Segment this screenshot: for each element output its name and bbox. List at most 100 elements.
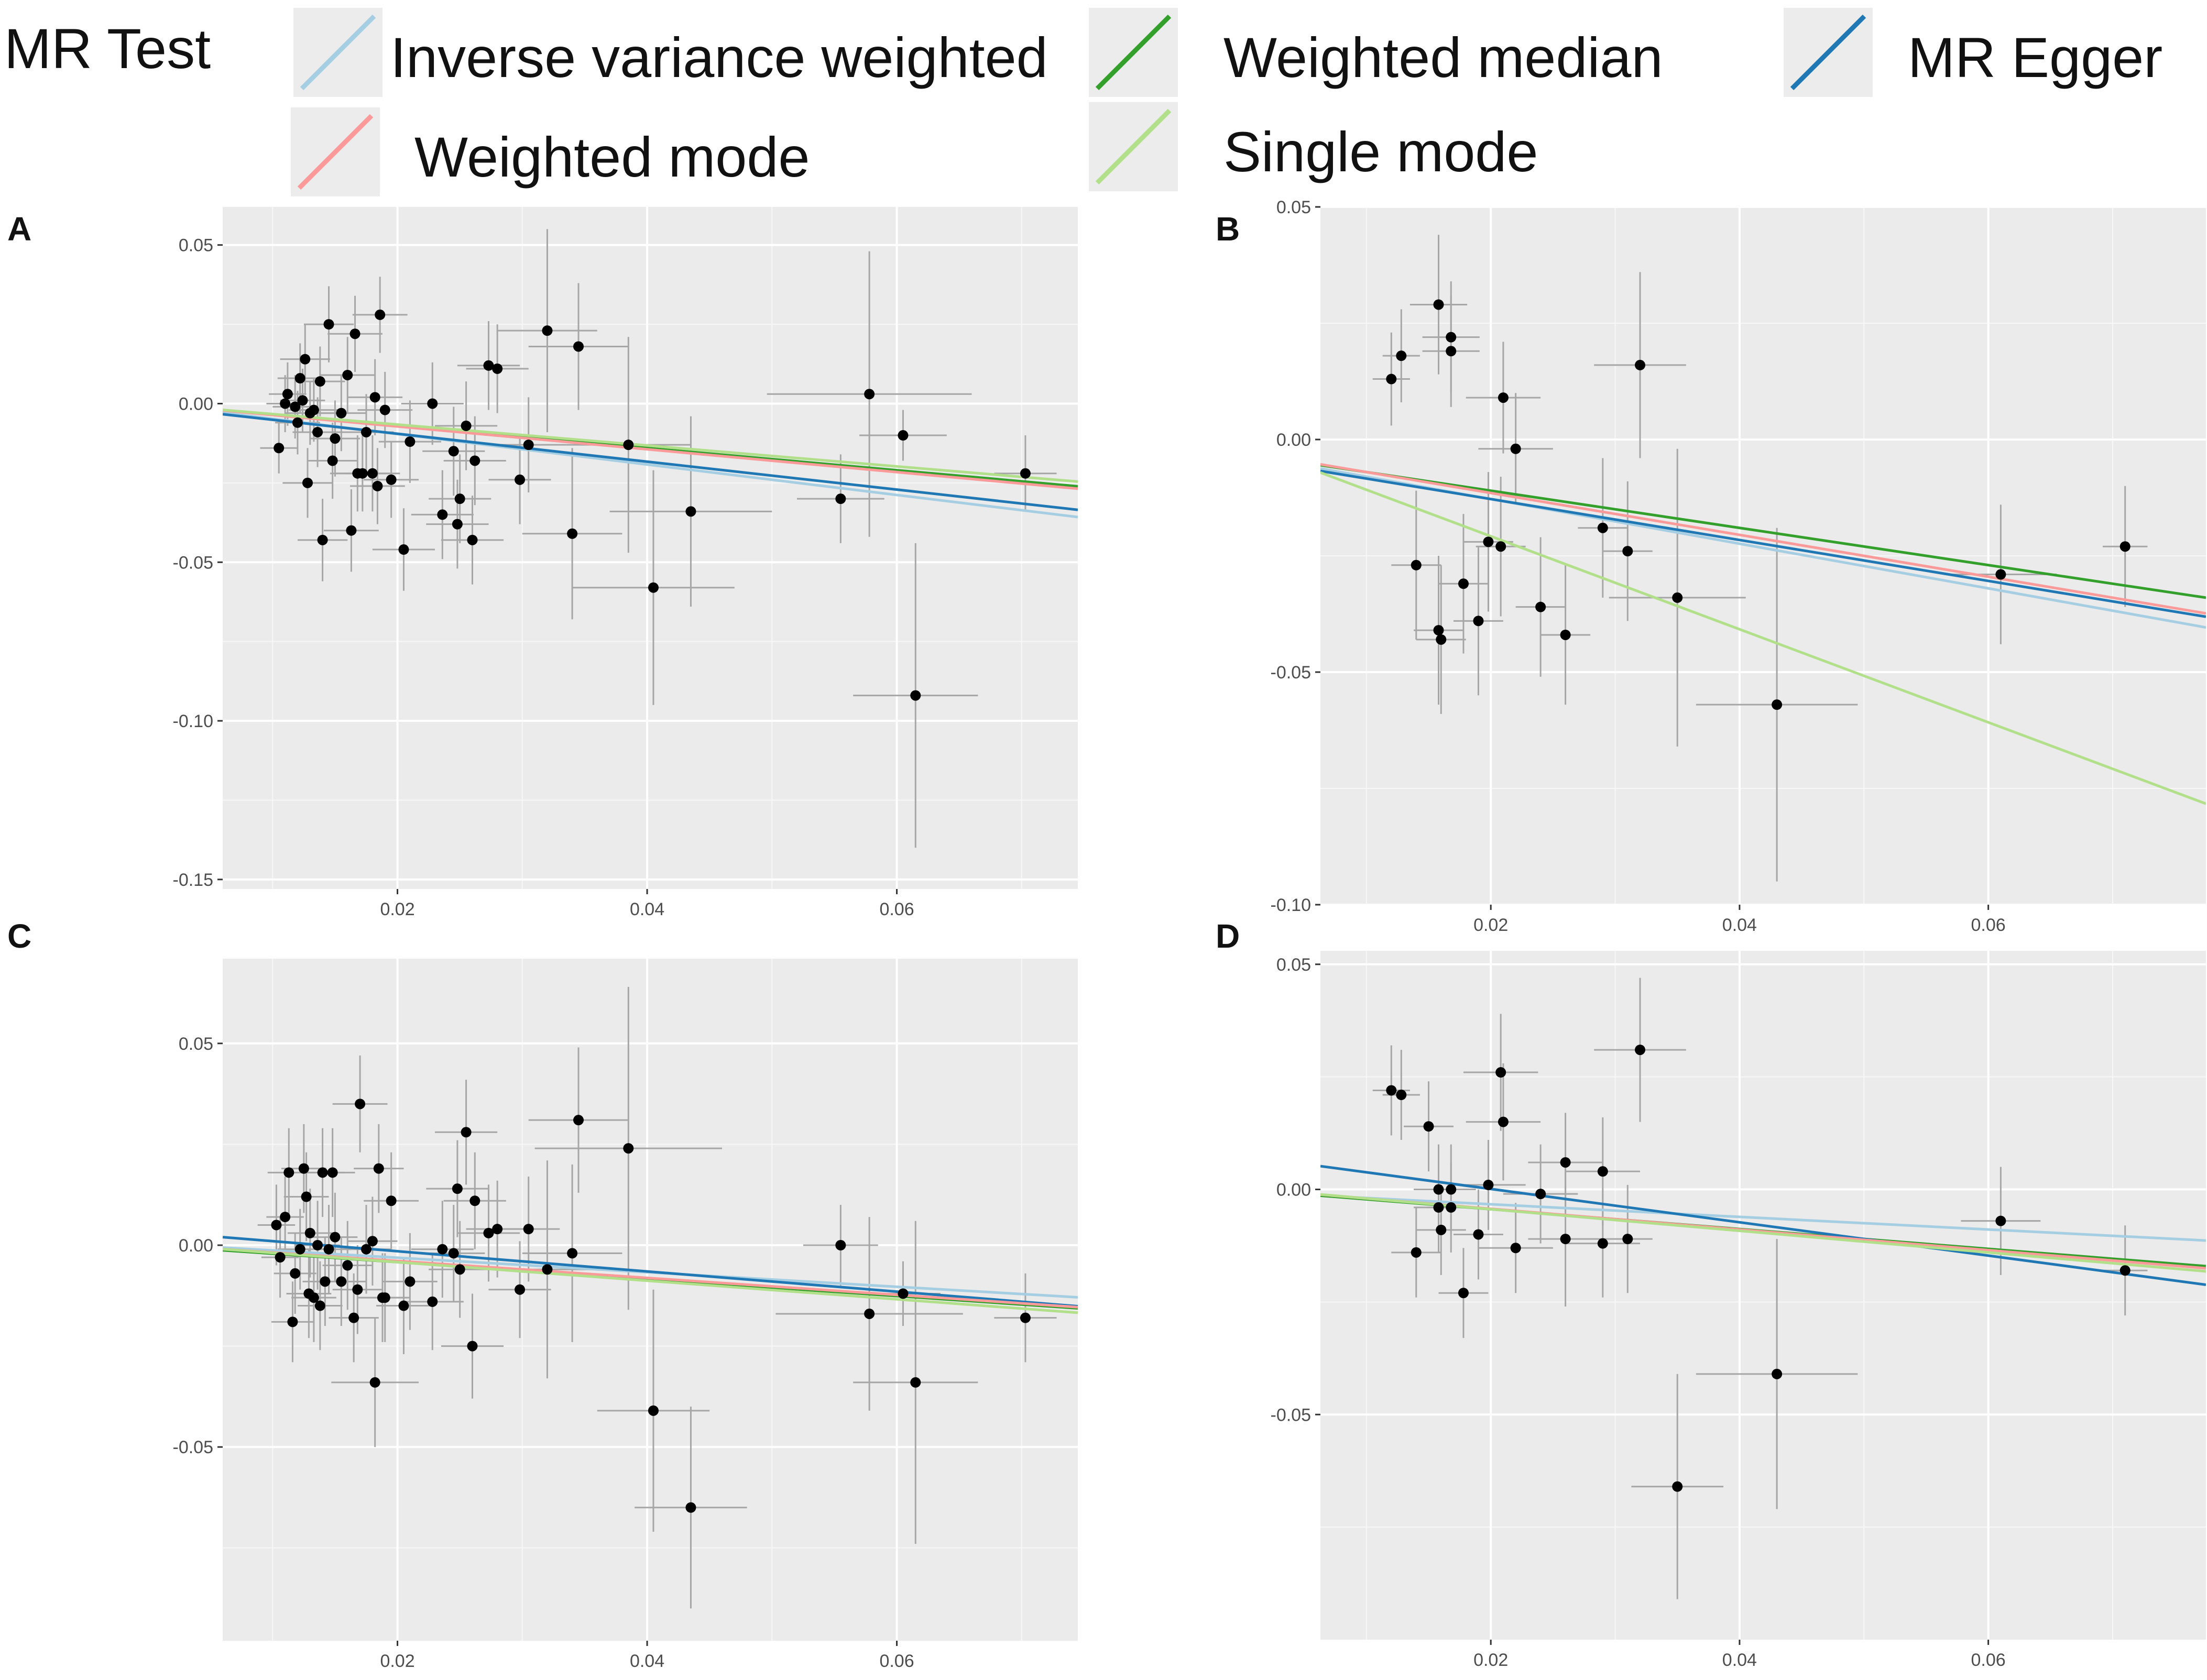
data-point bbox=[398, 1300, 409, 1311]
data-point bbox=[685, 506, 696, 517]
data-point bbox=[283, 1167, 294, 1178]
data-point bbox=[1433, 625, 1444, 636]
x-tick-label: 0.02 bbox=[1473, 915, 1508, 935]
data-point bbox=[454, 1264, 465, 1275]
data-point bbox=[1386, 1085, 1397, 1096]
data-point bbox=[1458, 578, 1469, 589]
data-point bbox=[1498, 392, 1509, 403]
legend-key-mr-egger bbox=[1784, 8, 1873, 97]
data-point bbox=[369, 1377, 380, 1388]
data-point bbox=[1772, 699, 1783, 710]
data-point bbox=[342, 369, 353, 380]
data-point bbox=[367, 1236, 378, 1247]
data-point bbox=[323, 1244, 334, 1255]
panel-label-b: B bbox=[1216, 210, 1240, 248]
x-tick-label: 0.02 bbox=[1473, 1650, 1508, 1670]
y-tick-label: 0.00 bbox=[1276, 430, 1311, 450]
data-point bbox=[452, 519, 463, 530]
x-tick-label: 0.04 bbox=[630, 899, 664, 919]
legend-label-mr-egger: MR Egger bbox=[1908, 26, 2163, 89]
y-tick-label: 0.00 bbox=[179, 394, 213, 414]
data-point bbox=[1483, 1179, 1494, 1190]
data-point bbox=[1020, 468, 1031, 479]
data-point bbox=[271, 1220, 282, 1231]
data-point bbox=[352, 1284, 363, 1295]
data-point bbox=[342, 1260, 353, 1271]
legend-title: MR Test bbox=[4, 17, 211, 80]
data-point bbox=[298, 1163, 309, 1174]
data-point bbox=[898, 430, 909, 441]
data-point bbox=[280, 1212, 291, 1223]
panel-label-c: C bbox=[7, 917, 32, 955]
data-point bbox=[405, 1276, 416, 1287]
data-point bbox=[292, 417, 303, 428]
data-point bbox=[346, 525, 357, 536]
y-tick-label: -0.15 bbox=[173, 870, 214, 890]
data-point bbox=[685, 1502, 696, 1513]
data-point bbox=[280, 398, 291, 409]
data-point bbox=[1411, 1247, 1422, 1258]
y-tick-label: 0.05 bbox=[1276, 197, 1311, 217]
data-point bbox=[910, 1377, 921, 1388]
data-point bbox=[1433, 1184, 1444, 1195]
legend-swatch-mr-egger bbox=[1790, 14, 1866, 91]
legend-swatch-single-mode bbox=[1095, 108, 1172, 185]
data-point bbox=[312, 426, 323, 437]
x-tick-label: 0.04 bbox=[630, 1651, 664, 1671]
y-tick-label: 0.05 bbox=[1276, 955, 1311, 975]
panel-d: 0.02 0.04 0.06 0.05 0.00 -0.05 bbox=[1271, 951, 2206, 1670]
data-point bbox=[372, 480, 383, 491]
data-point bbox=[275, 1252, 286, 1263]
data-point bbox=[373, 1163, 384, 1174]
data-point bbox=[1433, 299, 1444, 310]
data-point bbox=[835, 493, 846, 504]
data-point bbox=[648, 1405, 659, 1416]
data-point bbox=[314, 376, 325, 387]
data-point bbox=[483, 1227, 494, 1238]
regression-line-single-mode bbox=[223, 408, 1078, 483]
data-point bbox=[386, 1195, 397, 1206]
data-point bbox=[1510, 1243, 1521, 1254]
data-point bbox=[898, 1288, 909, 1299]
data-point bbox=[294, 1244, 305, 1255]
data-point bbox=[461, 420, 472, 431]
data-point bbox=[567, 528, 578, 539]
panel-label-d: D bbox=[1216, 917, 1240, 955]
x-tick-label: 0.06 bbox=[879, 899, 914, 919]
data-point bbox=[573, 341, 584, 352]
x-tick-label: 0.06 bbox=[1971, 915, 2006, 935]
regression-line-weighted-mode bbox=[1320, 463, 2206, 615]
data-point bbox=[300, 354, 311, 365]
data-point bbox=[357, 468, 368, 479]
data-point bbox=[386, 474, 397, 485]
data-point bbox=[1423, 1121, 1434, 1132]
data-point bbox=[369, 392, 380, 403]
data-point bbox=[336, 408, 347, 419]
data-point bbox=[1495, 541, 1506, 552]
plot-background-a bbox=[223, 207, 1078, 889]
data-point bbox=[312, 1239, 323, 1250]
data-point bbox=[1672, 1481, 1683, 1492]
data-point bbox=[290, 1268, 301, 1279]
data-point bbox=[274, 443, 285, 454]
data-point bbox=[1446, 346, 1457, 357]
data-point bbox=[1436, 634, 1447, 645]
data-point bbox=[1560, 1157, 1571, 1168]
data-point bbox=[367, 468, 378, 479]
legend-key-weighted-median bbox=[1089, 8, 1178, 97]
legend-key-ivw bbox=[293, 8, 383, 97]
data-point bbox=[405, 436, 416, 447]
data-point bbox=[623, 440, 634, 451]
data-point bbox=[317, 534, 328, 545]
x-tick-label: 0.06 bbox=[879, 1651, 914, 1671]
data-point bbox=[542, 325, 553, 336]
data-point bbox=[1446, 1202, 1457, 1213]
data-point bbox=[1672, 592, 1683, 603]
legend-label-weighted-median: Weighted median bbox=[1223, 26, 1663, 89]
data-point bbox=[360, 1244, 372, 1255]
data-point bbox=[864, 1308, 875, 1319]
data-point bbox=[864, 389, 875, 400]
x-tick-label: 0.02 bbox=[380, 1651, 414, 1671]
data-point bbox=[330, 1232, 341, 1243]
data-point bbox=[330, 433, 341, 444]
